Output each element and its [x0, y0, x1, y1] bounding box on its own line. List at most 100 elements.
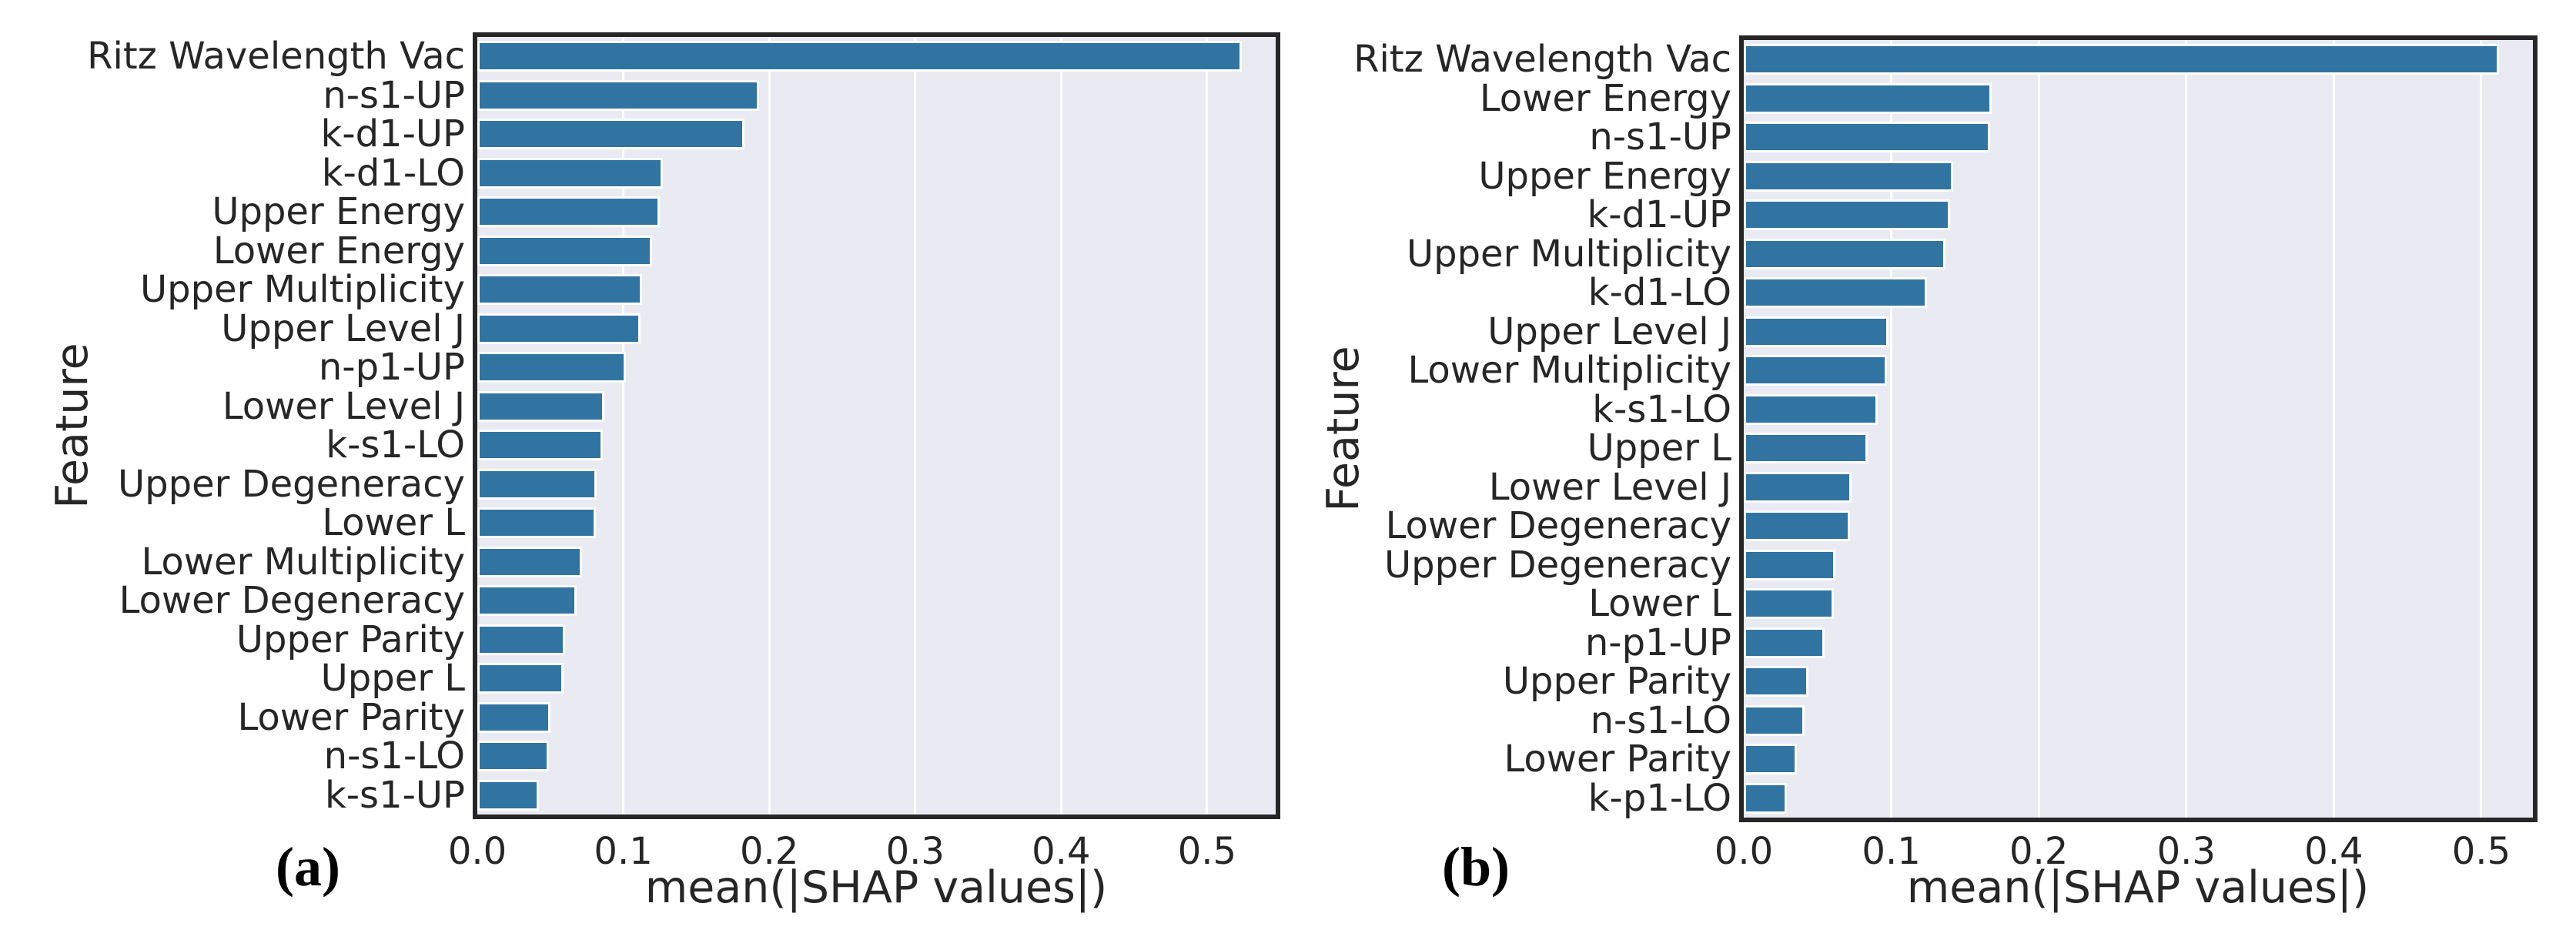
feature-tick-label: Upper Level J	[221, 306, 465, 350]
x-tick-label: 0.0	[1714, 830, 1774, 873]
bar-lower-multiplicity	[477, 546, 582, 577]
feature-tick-label: Upper Energy	[1478, 154, 1731, 198]
bar-upper-multiplicity	[477, 274, 642, 306]
x-tick-label: 0.2	[739, 830, 799, 873]
x-tick-label: 0.1	[1862, 830, 1921, 873]
bar-upper-level-j	[477, 313, 641, 344]
feature-tick-label: Upper Parity	[236, 617, 465, 661]
feature-tick-label: Ritz Wavelength Vac	[1353, 38, 1731, 82]
feature-tick-label: Upper Degeneracy	[1384, 543, 1731, 587]
x-tick-label: 0.0	[447, 830, 507, 873]
bar-lower-multiplicity	[1744, 355, 1887, 386]
bar-k-d1-up	[477, 119, 744, 150]
bar-lower-level-j	[1744, 471, 1852, 503]
bar-lower-l	[477, 507, 596, 539]
feature-tick-label: Upper Degeneracy	[118, 462, 465, 506]
feature-tick-label: n-s1-LO	[1590, 698, 1731, 742]
gridline	[622, 37, 625, 815]
x-tick-label: 0.3	[885, 830, 945, 873]
x-tick-label: 0.4	[1032, 830, 1091, 873]
bar-upper-l	[477, 663, 564, 694]
bar-n-s1-lo	[477, 741, 549, 772]
bar-upper-l	[1744, 433, 1868, 464]
bar-n-p1-up	[1744, 627, 1825, 658]
gridline	[2185, 40, 2188, 818]
plot-area-a	[473, 32, 1280, 819]
bar-lower-energy	[1744, 82, 1992, 114]
feature-tick-label: n-p1-UP	[318, 346, 465, 390]
x-tick-label: 0.3	[2156, 830, 2216, 873]
feature-tick-label: k-s1-LO	[1592, 387, 1731, 431]
x-tick-label: 0.2	[2009, 830, 2069, 873]
feature-tick-label: Lower Energy	[1479, 76, 1731, 120]
bar-n-p1-up	[477, 352, 626, 383]
subfigure-caption-b: (b)	[1442, 836, 1510, 898]
feature-tick-label: k-d1-UP	[1587, 193, 1731, 237]
feature-tick-label: Upper Multiplicity	[139, 268, 465, 312]
bar-lower-l	[1744, 588, 1834, 620]
gridline	[2332, 40, 2335, 818]
bar-k-d1-lo	[1744, 277, 1927, 309]
x-tick-label: 0.5	[1177, 830, 1237, 873]
x-tick-label: 0.4	[2304, 830, 2364, 873]
bar-upper-energy	[1744, 160, 1953, 192]
gridline	[2037, 40, 2040, 818]
bar-n-s1-up	[1744, 122, 1990, 153]
feature-tick-label: k-d1-UP	[320, 112, 465, 156]
bar-upper-multiplicity	[1744, 238, 1945, 269]
bar-lower-level-j	[477, 390, 604, 422]
subfigure-caption-a: (a)	[276, 836, 340, 898]
feature-tick-label: Upper Multiplicity	[1406, 232, 1731, 276]
feature-tick-label: Lower Parity	[1504, 738, 1731, 781]
feature-tick-label: k-d1-LO	[321, 151, 465, 195]
x-tick-label: 0.1	[594, 830, 653, 873]
bar-lower-degeneracy	[477, 585, 577, 617]
feature-tick-label: Lower Parity	[237, 695, 465, 739]
bar-upper-parity	[1744, 666, 1808, 697]
feature-tick-label: n-s1-LO	[323, 734, 465, 778]
bar-k-p1-lo	[1744, 782, 1787, 814]
x-tick-label: 0.5	[2451, 830, 2511, 873]
feature-tick-label: Lower Energy	[212, 229, 465, 273]
feature-tick-label: Lower L	[1588, 582, 1731, 626]
feature-tick-label: Upper Level J	[1487, 309, 1731, 353]
gridline	[1206, 37, 1209, 815]
bar-lower-degeneracy	[1744, 510, 1850, 542]
bar-k-d1-up	[1744, 199, 1950, 231]
feature-tick-label: n-s1-UP	[323, 73, 465, 117]
feature-tick-label: Lower Multiplicity	[1407, 349, 1731, 393]
feature-tick-label: k-s1-LO	[326, 423, 465, 467]
bar-upper-degeneracy	[477, 468, 597, 500]
bar-upper-parity	[477, 624, 565, 655]
feature-tick-label: Lower Level J	[222, 384, 465, 428]
bar-k-s1-lo	[1744, 393, 1878, 425]
bar-lower-parity	[1744, 744, 1797, 775]
bar-lower-parity	[477, 701, 550, 733]
gridline	[1890, 40, 1893, 818]
feature-tick-label: Upper L	[320, 657, 465, 701]
feature-tick-label: Ritz Wavelength Vac	[87, 35, 465, 79]
bar-upper-energy	[477, 196, 660, 228]
feature-tick-label: k-s1-UP	[324, 773, 465, 817]
feature-tick-label: Lower L	[322, 501, 465, 545]
bar-ritz-wavelength-vac	[477, 41, 1242, 72]
bar-upper-degeneracy	[1744, 549, 1835, 580]
plot-area-b	[1739, 35, 2538, 822]
bar-upper-level-j	[1744, 316, 1889, 347]
bar-lower-energy	[477, 235, 652, 266]
bar-n-s1-lo	[1744, 704, 1805, 736]
feature-tick-label: Upper Parity	[1502, 660, 1731, 704]
gridline	[1059, 37, 1062, 815]
feature-tick-label: Upper Energy	[212, 190, 465, 234]
feature-tick-label: Lower Level J	[1488, 465, 1731, 509]
feature-tick-label: Upper L	[1587, 427, 1731, 470]
feature-tick-label: Lower Degeneracy	[119, 579, 465, 623]
bar-n-s1-up	[477, 79, 759, 111]
bar-k-s1-up	[477, 779, 539, 811]
feature-tick-label: k-p1-LO	[1587, 776, 1731, 820]
feature-tick-label: Lower Multiplicity	[141, 540, 465, 584]
gridline	[914, 37, 917, 815]
bar-k-d1-lo	[477, 157, 663, 189]
feature-tick-label: Lower Degeneracy	[1385, 504, 1731, 548]
